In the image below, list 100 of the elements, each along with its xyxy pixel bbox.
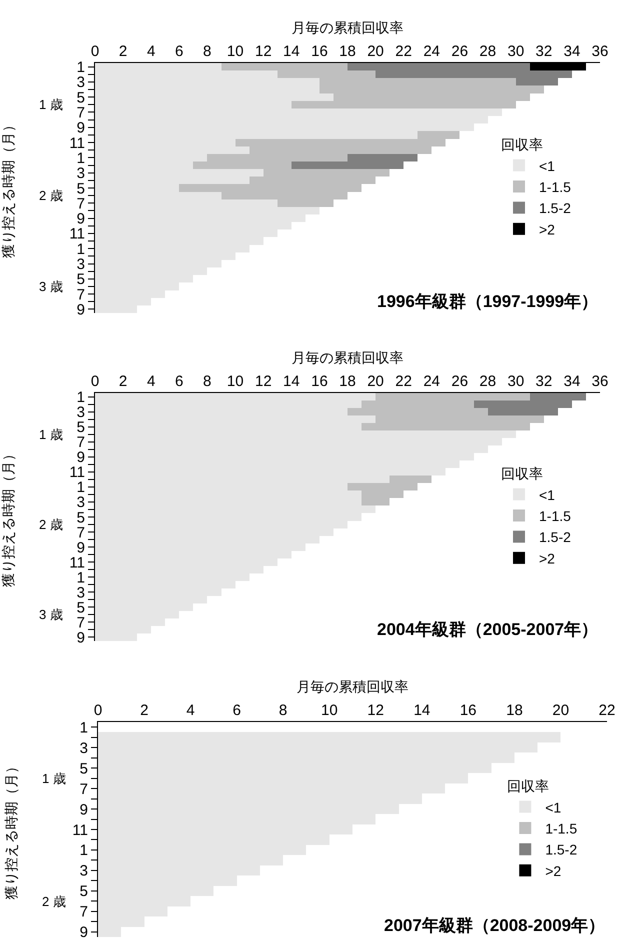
- x-tick-label: 32: [536, 43, 552, 60]
- x-tick-label: 14: [283, 373, 300, 390]
- x-tick-label: 8: [203, 43, 212, 60]
- y-tick-label: 7: [76, 614, 85, 632]
- y2-tick-label: 1 歳: [42, 771, 66, 786]
- y-tick-label: 1: [76, 389, 85, 406]
- y-tick-label: 5: [76, 509, 85, 526]
- x-tick-label: 12: [254, 43, 272, 60]
- x-tick-label: 12: [254, 373, 272, 390]
- legend-label: >2: [539, 221, 556, 238]
- x-tick-label: 20: [367, 43, 384, 60]
- y-tick-label: 7: [76, 434, 85, 452]
- y2-tick-label: 2 歳: [42, 894, 66, 909]
- x-tick-label: 2: [118, 43, 128, 60]
- y2-tick-label: 1 歳: [39, 427, 63, 442]
- x-tick-label: 12: [367, 702, 384, 719]
- x-tick-label: 4: [146, 43, 156, 60]
- legend-title: 回収率: [501, 136, 543, 153]
- y-tick-label: 11: [69, 134, 85, 152]
- y-tick-label: 3: [76, 256, 85, 274]
- x-tick-label: 32: [536, 373, 552, 390]
- y2-tick-label: 2 歳: [39, 517, 63, 532]
- x-tick-label: 36: [592, 373, 608, 390]
- y-tick-label: 11: [69, 554, 85, 572]
- x-tick-label: 0: [94, 702, 102, 719]
- y-tick-label: 7: [76, 524, 85, 542]
- y-tick-label: 5: [76, 599, 85, 616]
- y-axis-title: 獲り控える時期（月）: [3, 760, 20, 900]
- x-tick-label: 2: [140, 702, 148, 719]
- x-axis-title: 月毎の累積回収率: [292, 20, 404, 36]
- y-tick-label: 9: [76, 210, 85, 228]
- x-tick-label: 0: [90, 373, 100, 390]
- x-tick-label: 22: [395, 373, 412, 390]
- x-tick-label: 6: [175, 43, 184, 60]
- x-tick-label: 10: [321, 702, 338, 719]
- y2-tick-label: 2 歳: [39, 188, 63, 203]
- x-tick-label: 8: [203, 373, 212, 390]
- x-tick-label: 34: [564, 43, 580, 60]
- y-axis-title: 獲り控える時期（月）: [0, 447, 16, 587]
- legend-label: >2: [539, 550, 556, 566]
- x-tick-label: 2: [118, 373, 128, 390]
- y-tick-label: 5: [76, 419, 85, 436]
- legend-label: <1: [539, 158, 556, 174]
- y-tick-label: 5: [76, 180, 85, 198]
- x-tick-label: 0: [90, 43, 100, 60]
- x-tick-label: 8: [278, 702, 288, 719]
- legend-label: <1: [539, 486, 556, 503]
- y-tick-label: 3: [76, 74, 85, 92]
- x-tick-label: 16: [460, 702, 477, 719]
- y-tick-label: 1: [80, 842, 88, 860]
- x-tick-label: 24: [423, 43, 440, 60]
- y-tick-label: 1: [80, 719, 88, 736]
- y-tick-label: 9: [76, 629, 85, 646]
- y-axis-title: 獲り控える時期（月）: [0, 118, 16, 258]
- x-tick-label: 34: [564, 373, 580, 390]
- legend-title: 回収率: [507, 778, 550, 794]
- legend-label: 1-1.5: [539, 508, 572, 524]
- legend-title: 回収率: [501, 466, 543, 482]
- x-tick-label: 36: [592, 43, 608, 60]
- x-tick-label: 4: [146, 373, 156, 390]
- y-tick-label: 7: [76, 104, 85, 122]
- y2-tick-label: 3 歳: [39, 607, 63, 622]
- x-tick-label: 16: [311, 373, 328, 390]
- y-tick-label: 3: [76, 165, 85, 182]
- x-tick-label: 18: [506, 702, 523, 719]
- y-tick-label: 1: [76, 150, 85, 167]
- y-tick-label: 1: [76, 59, 85, 76]
- y-tick-label: 3: [76, 494, 85, 512]
- y-tick-label: 1: [76, 479, 85, 496]
- x-tick-label: 28: [479, 373, 496, 390]
- x-tick-label: 4: [186, 702, 195, 719]
- y-tick-label: 5: [76, 89, 85, 106]
- y-tick-label: 11: [69, 226, 85, 243]
- y-tick-label: 5: [80, 883, 88, 900]
- y-tick-label: 5: [80, 760, 88, 778]
- x-tick-label: 30: [507, 373, 524, 390]
- y-tick-label: 5: [76, 271, 85, 288]
- legend-label: 1-1.5: [539, 178, 572, 195]
- y-tick-label: 1: [76, 240, 85, 258]
- x-tick-label: 28: [479, 43, 496, 60]
- y-tick-label: 3: [76, 584, 85, 602]
- text: 2004年級群（2005-2007年）: [377, 620, 598, 639]
- y-tick-label: 9: [80, 924, 88, 942]
- x-axis-title: 月毎の累積回収率: [292, 350, 404, 366]
- legend-label: <1: [545, 799, 562, 816]
- x-tick-label: 26: [451, 373, 468, 390]
- y-tick-label: 9: [76, 449, 85, 466]
- x-tick-label: 22: [598, 702, 616, 719]
- legend-label: 1.5-2: [545, 842, 578, 858]
- x-tick-label: 10: [226, 43, 244, 60]
- legend-label: 1.5-2: [539, 200, 572, 216]
- y-tick-label: 11: [72, 822, 88, 839]
- y-tick-label: 7: [80, 904, 88, 921]
- x-tick-label: 24: [423, 373, 440, 390]
- x-tick-label: 20: [552, 702, 570, 719]
- x-axis-title: 月毎の累積回収率: [296, 678, 408, 695]
- text: 2007年級群（2008-2009年）: [384, 916, 606, 935]
- y-tick-label: 1: [76, 569, 85, 586]
- x-tick-label: 20: [367, 373, 384, 390]
- x-tick-label: 18: [339, 43, 356, 60]
